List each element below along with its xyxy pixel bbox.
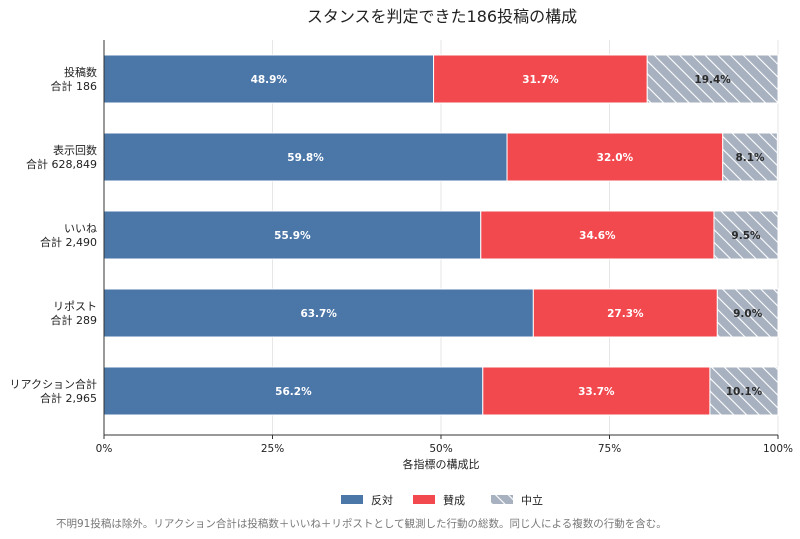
category-label: リアクション合計: [10, 377, 97, 391]
bar-segment: [103, 210, 482, 260]
bar-segment: [482, 366, 711, 416]
bar-value-label: 31.7%: [522, 74, 559, 86]
x-axis-title: 各指標の構成比: [403, 457, 480, 471]
category-total-label: 合計 186: [51, 79, 98, 93]
x-tick-label: 50%: [429, 443, 452, 455]
bar-segment: [103, 54, 435, 104]
x-axis-ticks: 0% 25% 50% 75% 100%: [96, 435, 793, 455]
bar-segment: [709, 366, 779, 416]
category-total-label: 合計 628,849: [26, 157, 97, 171]
bar-value-label: 48.9%: [251, 74, 288, 86]
bar-value-label: 33.7%: [578, 386, 615, 398]
bar-value-label: 59.8%: [287, 152, 324, 164]
legend-swatch: [491, 495, 513, 504]
bar-segment: [716, 288, 779, 338]
category-total-label: 合計 2,965: [40, 391, 97, 405]
chart-title: スタンスを判定できた186投稿の構成: [307, 7, 577, 26]
legend-swatch: [341, 495, 363, 504]
bar-value-label: 10.1%: [726, 386, 763, 398]
bar-value-label: 27.3%: [607, 308, 644, 320]
bar-segment: [103, 288, 534, 338]
category-label: リポスト: [53, 300, 97, 313]
bar-value-label: 55.9%: [274, 230, 311, 242]
x-tick-label: 25%: [261, 443, 284, 455]
legend-label: 反対: [371, 493, 393, 507]
bar-value-label: 9.0%: [733, 308, 763, 320]
category-label: 表示回数: [53, 143, 97, 157]
category-label: 投稿数: [64, 65, 97, 79]
bar-segment: [433, 54, 648, 104]
x-tick-label: 100%: [763, 443, 793, 455]
bar-value-label: 63.7%: [300, 308, 337, 320]
bar-value-label: 9.5%: [731, 230, 761, 242]
bar-value-label: 8.1%: [735, 152, 765, 164]
bar-segment: [646, 54, 779, 104]
bar-segment: [103, 132, 508, 182]
category-label: いいね: [64, 222, 97, 235]
bar-segment: [532, 288, 718, 338]
category-total-label: 合計 2,490: [40, 235, 97, 249]
x-tick-label: 75%: [598, 443, 621, 455]
legend: 反対 賛成 中立: [341, 493, 543, 507]
legend-label: 賛成: [443, 493, 465, 507]
bars: 48.9% 31.7% 19.4% 59.8% 32.0% 8.1% 55.9% 34.6% 9…: [103, 54, 779, 416]
bar-segment: [506, 132, 724, 182]
bar-segment: [103, 366, 484, 416]
bar-value-label: 19.4%: [694, 74, 731, 86]
bar-segment: [722, 132, 778, 182]
legend-label: 中立: [521, 493, 543, 507]
x-tick-label: 0%: [96, 443, 113, 455]
bar-value-label: 56.2%: [275, 386, 312, 398]
bar-value-label: 32.0%: [597, 152, 634, 164]
footnote: 不明91投稿は除外。リアクション合計は投稿数＋いいね＋リポストとして観測した行動…: [56, 517, 667, 530]
category-total-label: 合計 289: [51, 313, 98, 327]
bar-value-label: 34.6%: [579, 230, 616, 242]
bar-segment: [713, 210, 779, 260]
legend-swatch: [413, 495, 435, 504]
